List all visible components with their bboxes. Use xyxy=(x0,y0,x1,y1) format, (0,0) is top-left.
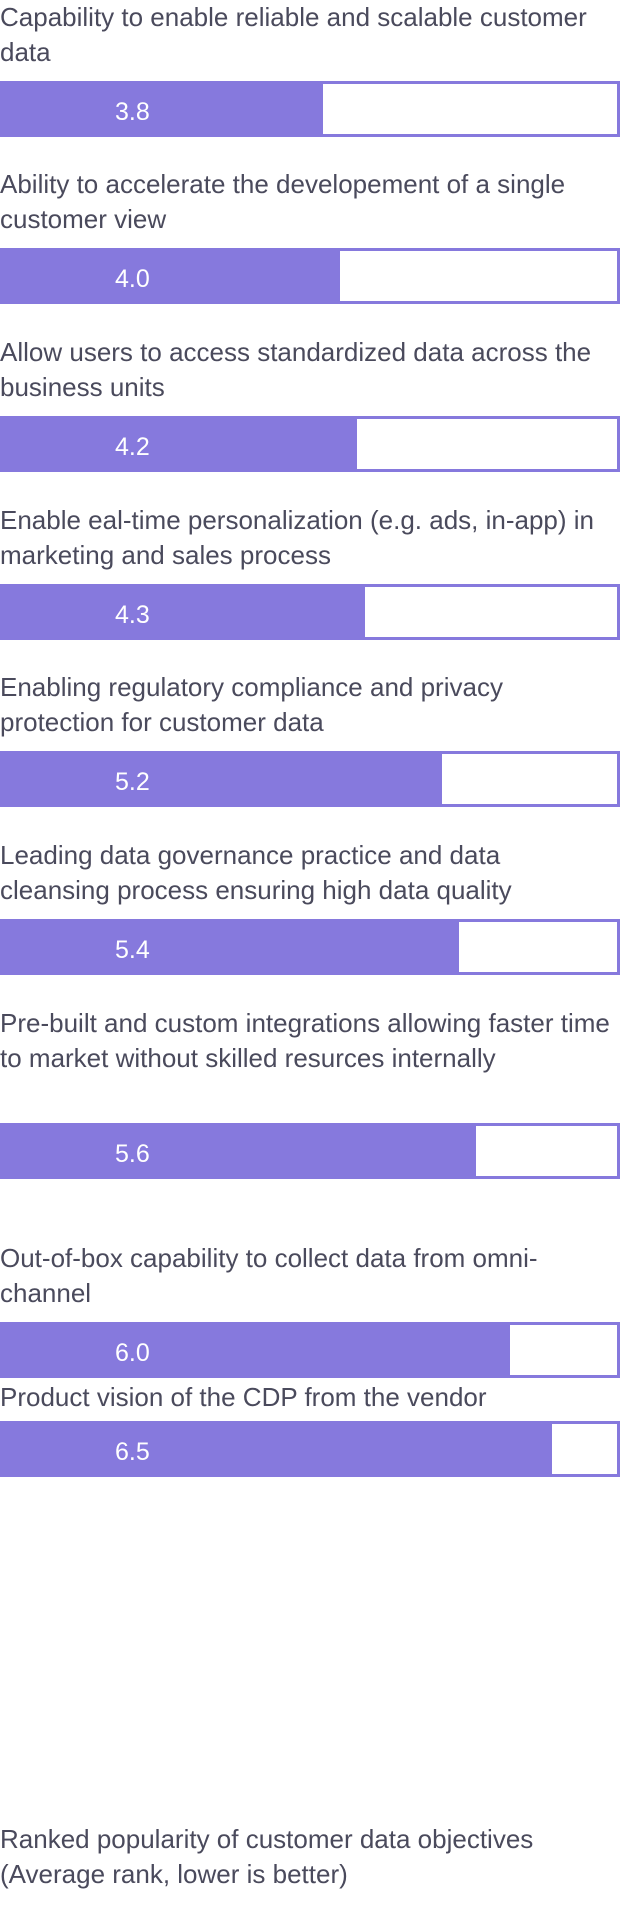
category-label: Enable eal-time personalization (e.g. ad… xyxy=(0,505,595,570)
bar-track: 5.4 xyxy=(0,919,620,975)
bar-value-label: 6.0 xyxy=(115,1339,150,1367)
bar-value-label: 5.6 xyxy=(115,1140,150,1168)
bar xyxy=(0,81,323,137)
bar-track: 3.8 xyxy=(0,81,620,137)
bar-track: 6.0 xyxy=(0,1322,620,1378)
bar-value-label: 4.0 xyxy=(115,265,150,293)
bar xyxy=(0,248,340,304)
bar-track: 4.2 xyxy=(0,416,620,472)
bar-track: 4.0 xyxy=(0,248,620,304)
category-label: Leading data governance practice and dat… xyxy=(0,840,512,905)
bar xyxy=(0,751,442,807)
bar-value-label: 4.3 xyxy=(115,601,150,629)
category-label: Allow users to access standardized data … xyxy=(0,337,592,402)
category-label: Out-of-box capability to collect data fr… xyxy=(0,1243,538,1308)
category-label: Capability to enable reliable and scalab… xyxy=(0,2,587,67)
bar-value-label: 6.5 xyxy=(115,1438,150,1466)
category-label: Ability to accelerate the developement o… xyxy=(0,169,566,234)
bar xyxy=(0,584,365,640)
bar-track: 6.5 xyxy=(0,1421,620,1477)
chart-footnote: Ranked popularity of customer data objec… xyxy=(0,1824,534,1889)
bar-track: 4.3 xyxy=(0,584,620,640)
bar-value-label: 5.4 xyxy=(115,936,150,964)
category-label: Product vision of the CDP from the vendo… xyxy=(0,1382,487,1412)
bar-track: 5.6 xyxy=(0,1123,620,1179)
bar xyxy=(0,1421,552,1477)
bar xyxy=(0,416,357,472)
bar-value-label: 3.8 xyxy=(115,98,150,126)
bar-track: 5.2 xyxy=(0,751,620,807)
bar xyxy=(0,1123,476,1179)
category-label: Pre-built and custom integrations allowi… xyxy=(0,1008,610,1073)
bar-value-label: 4.2 xyxy=(115,433,150,461)
bar xyxy=(0,919,459,975)
category-label: Enabling regulatory compliance and priva… xyxy=(0,672,503,737)
bar xyxy=(0,1322,510,1378)
bar-value-label: 5.2 xyxy=(115,768,150,796)
